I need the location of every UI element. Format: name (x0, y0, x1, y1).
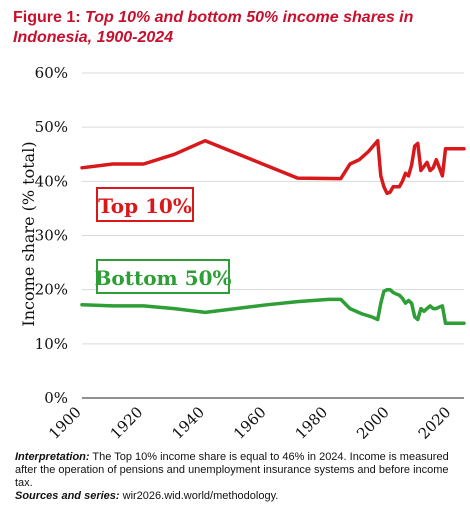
x-tick-label: 1900 (45, 403, 85, 443)
y-tick-labels: 0% 10% 20% 30% 40% 50% 60% (35, 64, 68, 407)
y-tick-label: 50% (35, 118, 68, 136)
interpretation-note: Interpretation: The Top 10% income share… (15, 451, 455, 490)
figure-title: Figure 1: Top 10% and bottom 50% income … (13, 8, 463, 48)
sources-label: Sources and series: (15, 490, 120, 502)
y-tick-label: 40% (35, 172, 68, 190)
series-lines (80, 138, 466, 326)
interpretation-label: Interpretation: (15, 451, 90, 463)
interpretation-text: The Top 10% income share is equal to 46%… (15, 451, 449, 489)
y-tick-label: 20% (35, 281, 68, 299)
figure-title-prefix: Figure 1: (13, 9, 81, 26)
sources-note: Sources and series: wir2026.wid.world/me… (15, 490, 455, 503)
y-tick-label: 60% (35, 64, 68, 82)
y-tick-label: 10% (35, 335, 68, 353)
legend-box-bottom50-frame (96, 259, 230, 294)
x-tick-label: 2020 (415, 403, 455, 443)
legend-box-top10: Top 10% (96, 187, 194, 222)
x-tick-label: 1960 (230, 403, 270, 443)
legend-box-bottom50: Bottom 50% (94, 259, 232, 294)
x-tick-labels: 1900 1920 1940 1960 1980 2000 2020 (45, 403, 454, 443)
series-line-bottom50 (80, 287, 466, 326)
sources-text: wir2026.wid.world/methodology. (122, 490, 279, 502)
x-tick-label: 2000 (353, 403, 393, 443)
y-tick-label: 0% (44, 389, 68, 407)
x-tick-label: 1980 (292, 403, 332, 443)
line-chart: 0% 10% 20% 30% 40% 50% 60% 1900 1920 1940 1960 198… (19, 64, 466, 443)
x-tick-label: 1920 (107, 403, 147, 443)
legend-label-top10: Top 10% (98, 194, 192, 218)
y-axis-label: Income share (% total) (19, 141, 38, 326)
legend-box-top10-frame (96, 187, 194, 222)
x-tick-label: 1940 (168, 403, 208, 443)
figure-title-text: Top 10% and bottom 50% income shares in … (13, 9, 414, 46)
series-line-top10 (80, 138, 466, 196)
y-tick-label: 30% (35, 227, 68, 245)
legend-label-bottom50: Bottom 50% (94, 266, 231, 290)
figure-footer: Interpretation: The Top 10% income share… (15, 451, 455, 503)
